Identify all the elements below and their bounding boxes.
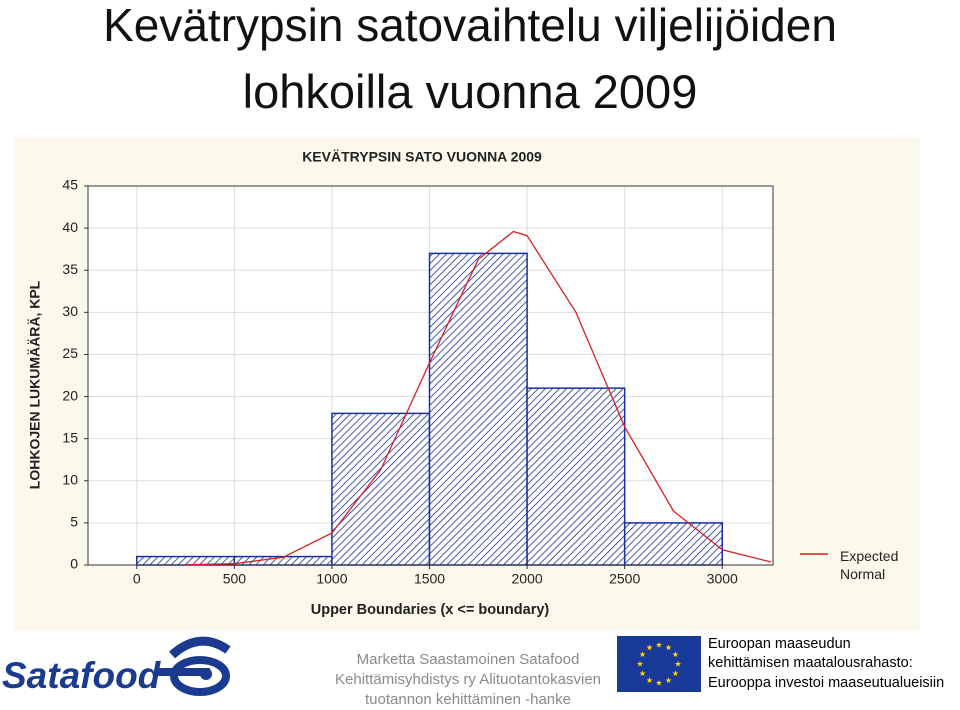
- eu-star: [639, 651, 646, 658]
- y-tick-label: 20: [62, 387, 78, 403]
- x-tick-label: 1000: [316, 571, 347, 587]
- x-tick-label: 2000: [512, 571, 543, 587]
- footer-text: Euroopan maaseudun: [708, 636, 851, 652]
- eu-flag: [617, 636, 701, 692]
- footer-text: Eurooppa investoi maaseutualueisiin: [708, 675, 945, 691]
- x-tick-label: 1500: [414, 571, 445, 587]
- expected-normal-curve: [185, 230, 772, 566]
- x-tick-label: 0: [133, 571, 141, 587]
- eu-star: [646, 677, 653, 684]
- slide-title: lohkoilla vuonna 2009: [242, 65, 698, 118]
- x-axis-label: Upper Boundaries (x <= boundary): [311, 602, 550, 618]
- x-tick-label: 3000: [707, 571, 738, 587]
- y-tick-label: 0: [70, 556, 78, 572]
- footer-text: kehittämisen maatalousrahasto:: [708, 655, 913, 671]
- y-tick-label: 35: [62, 261, 78, 277]
- eu-star: [655, 679, 663, 686]
- y-tick-label: 45: [62, 177, 78, 193]
- footer-text: Kehittämisyhdistys ry Alituotantokasvien: [335, 671, 601, 688]
- eu-star: [672, 670, 679, 677]
- histogram-bar: [428, 252, 528, 566]
- y-tick-label: 40: [62, 219, 78, 235]
- histogram-bar: [331, 412, 431, 566]
- eu-star: [646, 644, 653, 651]
- eu-star: [665, 644, 672, 651]
- y-tick-label: 5: [70, 514, 78, 530]
- y-tick-label: 25: [62, 345, 78, 361]
- chart-title: KEVÄTRYPSIN SATO VUONNA 2009: [302, 149, 542, 165]
- y-tick-label: 15: [62, 429, 78, 445]
- y-tick-label: 30: [62, 303, 78, 319]
- eu-star: [665, 677, 672, 684]
- eu-star: [655, 641, 663, 648]
- x-tick-label: 500: [223, 571, 247, 587]
- logo-icon: [158, 636, 231, 696]
- histogram-bar: [623, 522, 724, 566]
- footer-text: Marketta Saastamoinen Satafood: [356, 651, 580, 668]
- y-axis-label: LOHKOJEN LUKUMÄÄRÄ, KPL: [27, 280, 43, 489]
- footer-text: tuotannon kehittäminen -hanke: [365, 691, 571, 708]
- eu-star: [674, 660, 682, 667]
- eu-star: [639, 670, 646, 677]
- eu-star: [672, 651, 679, 658]
- logo-text: Satafood: [2, 655, 162, 696]
- legend-label: Expected Normal: [840, 548, 899, 582]
- histogram-bar: [526, 387, 626, 566]
- plot-frame: [87, 185, 774, 566]
- x-tick-label: 2500: [609, 571, 640, 587]
- slide-title: Kevätrypsin satovaihtelu viljelijöiden: [103, 0, 837, 51]
- y-tick-label: 10: [62, 471, 78, 487]
- eu-star: [636, 660, 644, 667]
